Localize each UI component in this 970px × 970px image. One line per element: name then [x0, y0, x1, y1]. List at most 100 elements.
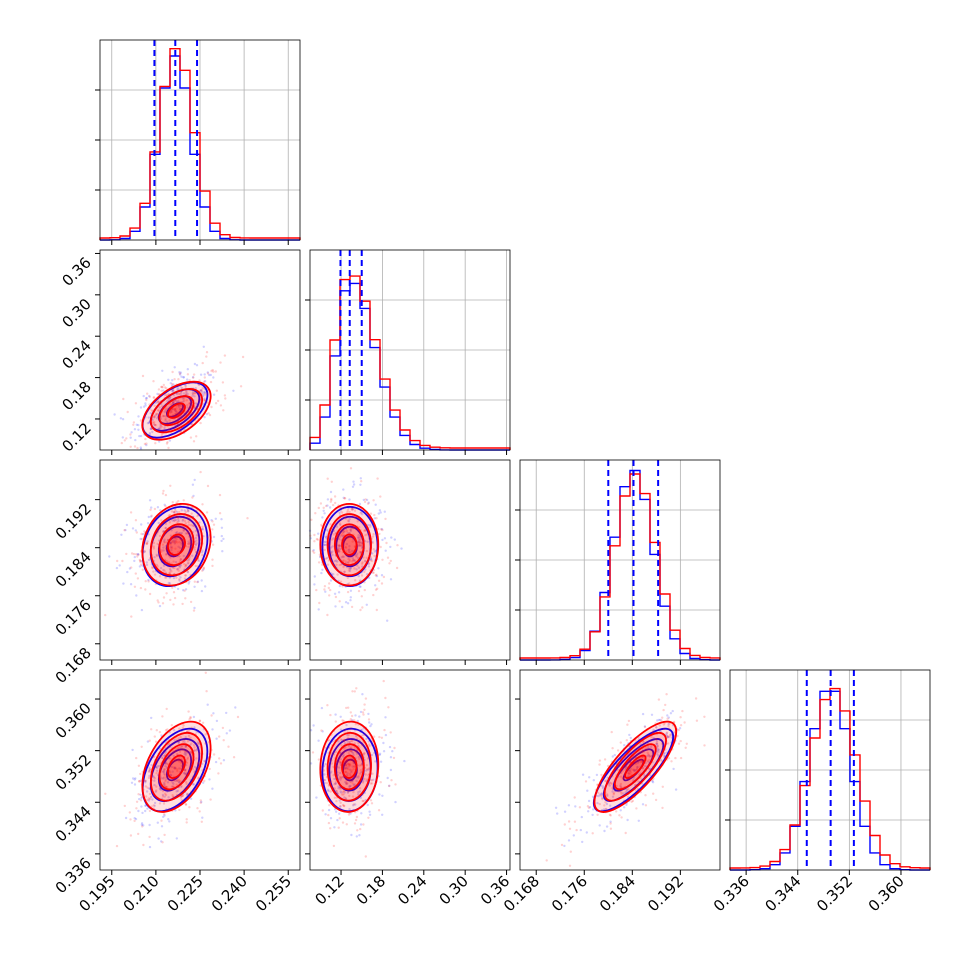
sample-point — [376, 477, 379, 480]
sample-point — [191, 496, 194, 499]
sample-point — [164, 547, 168, 550]
sample-point — [180, 392, 183, 395]
sample-point — [329, 490, 333, 494]
sample-point — [315, 796, 318, 799]
sample-point — [211, 520, 214, 523]
sample-point — [359, 540, 362, 543]
sample-point — [214, 760, 218, 764]
sample-point — [123, 529, 126, 532]
sample-point — [186, 532, 189, 535]
sample-point — [196, 551, 199, 555]
sample-point — [206, 703, 209, 706]
sample-point — [146, 540, 149, 543]
sample-point — [173, 519, 176, 522]
sample-point — [137, 423, 140, 427]
sample-point — [349, 551, 352, 554]
sample-point — [357, 589, 361, 593]
sample-point — [160, 385, 164, 389]
sample-point — [338, 544, 341, 547]
sample-point — [171, 540, 174, 544]
sample-point — [383, 728, 386, 732]
sample-point — [139, 406, 143, 409]
sample-point — [211, 528, 214, 531]
sample-point — [172, 390, 175, 393]
sample-point — [338, 812, 341, 815]
sample-point — [379, 545, 382, 549]
sample-point — [184, 803, 188, 806]
sample-point — [160, 385, 163, 389]
sample-point — [153, 414, 156, 418]
sample-point — [174, 509, 177, 513]
sample-point — [193, 362, 197, 366]
sample-point — [188, 402, 192, 405]
sample-point — [172, 591, 176, 594]
sample-point — [140, 532, 143, 536]
sample-point — [345, 542, 349, 546]
y-tick-label: 0.344 — [52, 802, 95, 845]
sample-point — [220, 526, 224, 529]
sample-point — [556, 812, 559, 815]
sample-point — [327, 821, 331, 825]
sample-point — [185, 399, 188, 402]
sample-point — [156, 417, 159, 420]
sample-point — [373, 517, 376, 520]
sample-point — [177, 392, 180, 396]
sample-point — [220, 539, 223, 543]
sample-point — [175, 407, 178, 410]
sample-point — [169, 541, 173, 544]
sample-point — [182, 529, 185, 532]
sample-point — [351, 690, 354, 693]
sample-point — [222, 537, 225, 541]
sample-point — [147, 580, 150, 583]
sample-point — [168, 521, 172, 524]
sample-point — [321, 809, 324, 812]
sample-point — [574, 805, 577, 808]
sample-point — [142, 533, 145, 536]
sample-point — [160, 435, 163, 438]
sample-point — [364, 498, 367, 501]
sample-point — [332, 844, 336, 848]
sample-point — [232, 756, 236, 759]
sample-point — [380, 527, 384, 531]
sample-point — [363, 588, 366, 592]
sample-point — [167, 581, 170, 585]
sample-point — [635, 807, 638, 810]
sample-point — [172, 603, 175, 606]
sample-point — [191, 554, 194, 557]
sample-point — [179, 576, 182, 579]
sample-point — [317, 608, 320, 611]
sample-point — [154, 582, 158, 586]
sample-point — [212, 376, 215, 379]
sample-point — [393, 746, 396, 750]
sample-point — [378, 735, 381, 739]
sample-point — [193, 395, 196, 398]
sample-point — [175, 425, 178, 428]
sample-point — [315, 588, 318, 592]
sample-point — [162, 564, 166, 567]
sample-point — [144, 437, 147, 441]
sample-point — [153, 421, 156, 424]
sample-point — [183, 577, 187, 580]
sample-point — [139, 799, 143, 802]
contour-line-series-1 — [158, 523, 195, 567]
sample-point — [369, 799, 373, 802]
sample-point — [357, 538, 361, 542]
sample-point — [380, 736, 384, 739]
sample-point — [144, 397, 148, 400]
sample-point — [190, 524, 193, 527]
y-tick-label: 0.168 — [52, 644, 95, 687]
sample-point — [316, 538, 319, 541]
sample-point — [159, 424, 163, 427]
sample-point — [120, 441, 124, 445]
sample-point — [198, 379, 201, 382]
sample-point — [222, 739, 225, 742]
sample-point — [178, 578, 181, 581]
sample-point — [225, 732, 228, 735]
sample-point — [205, 690, 208, 693]
sample-point — [373, 513, 376, 517]
sample-point — [331, 553, 334, 557]
sample-point — [169, 404, 173, 407]
sample-point — [156, 565, 159, 568]
x-tick-label: 0.176 — [548, 872, 591, 915]
sample-point — [366, 540, 369, 543]
